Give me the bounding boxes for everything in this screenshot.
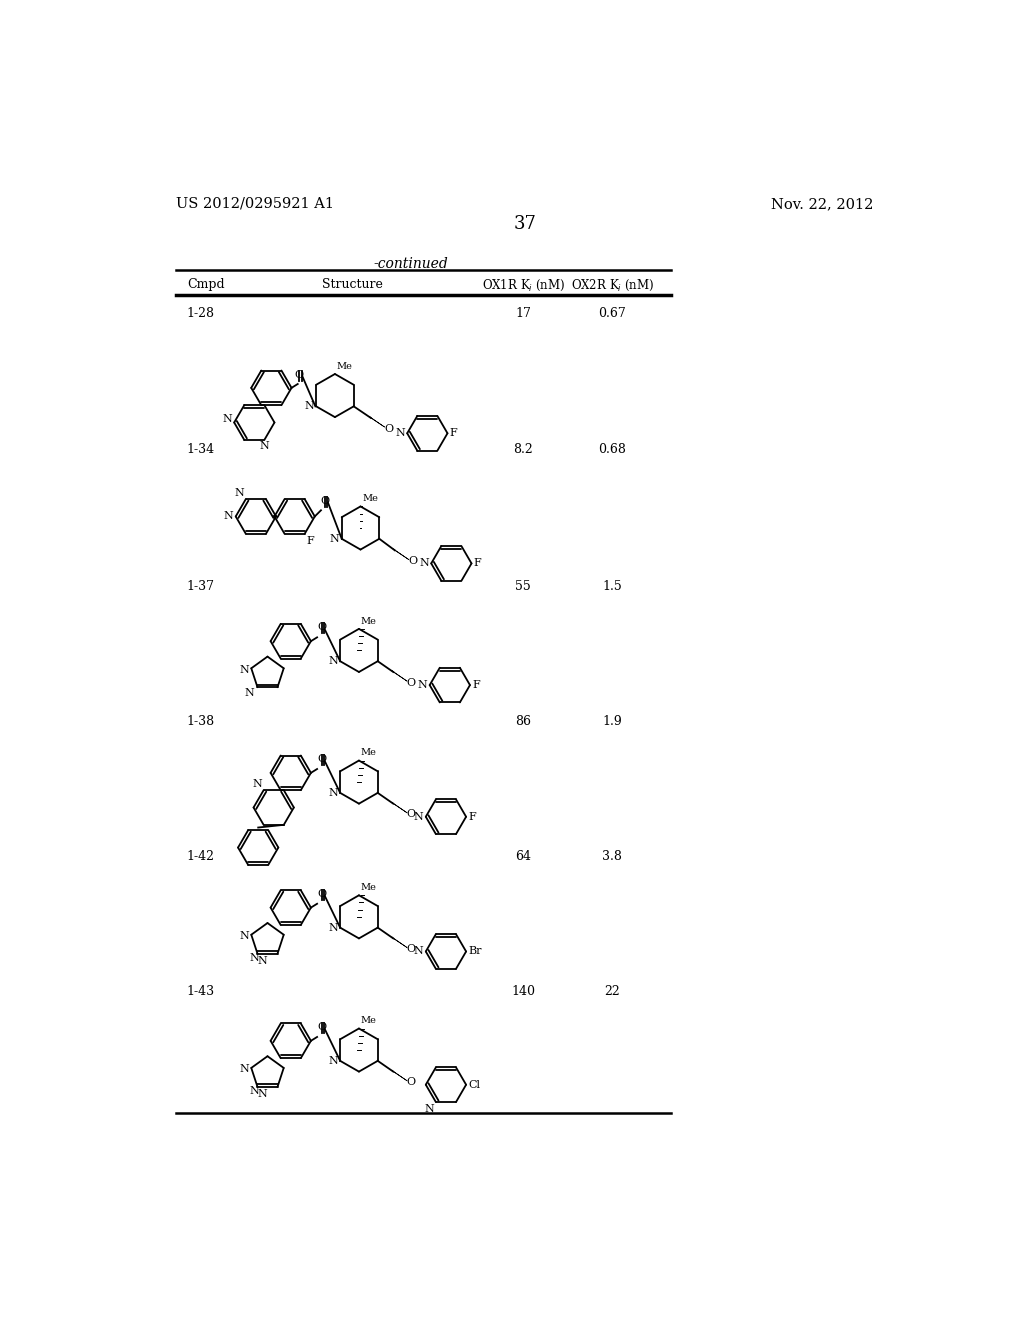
Text: 0.68: 0.68 [598,444,627,457]
Polygon shape [392,937,408,948]
Text: N: N [223,511,233,521]
Text: O: O [317,1022,327,1032]
Text: N: N [250,953,259,964]
Text: Cmpd: Cmpd [187,277,224,290]
Text: OX1R K$_i$ (nM): OX1R K$_i$ (nM) [481,277,565,293]
Text: N: N [419,558,429,569]
Text: 0.67: 0.67 [598,308,627,319]
Text: F: F [468,812,476,822]
Text: 8.2: 8.2 [513,444,534,457]
Text: 1-34: 1-34 [187,444,215,457]
Text: N: N [425,1105,434,1114]
Text: N: N [257,1089,267,1100]
Text: Me: Me [362,495,378,503]
Text: O: O [407,1077,416,1088]
Text: O: O [317,622,327,632]
Text: 1-42: 1-42 [187,850,215,863]
Text: N: N [330,533,339,544]
Text: N: N [395,428,404,438]
Text: F: F [306,536,314,546]
Text: N: N [240,1064,249,1074]
Text: F: F [450,428,458,438]
Text: N: N [414,946,424,957]
Text: Structure: Structure [323,277,383,290]
Polygon shape [392,803,408,813]
Text: 1.9: 1.9 [602,715,623,729]
Text: N: N [414,812,424,822]
Text: O: O [317,888,327,899]
Text: 3.8: 3.8 [602,850,623,863]
Text: 17: 17 [515,308,531,319]
Text: O: O [295,370,304,380]
Text: F: F [474,558,481,569]
Text: Me: Me [360,883,377,892]
Text: N: N [328,1056,338,1065]
Text: 1-28: 1-28 [187,308,215,319]
Text: N: N [222,413,231,424]
Polygon shape [370,416,385,428]
Text: Nov. 22, 2012: Nov. 22, 2012 [771,197,873,211]
Text: N: N [234,487,245,498]
Text: N: N [328,788,338,797]
Text: 37: 37 [513,215,537,232]
Text: 1-37: 1-37 [187,579,215,593]
Text: N: N [328,923,338,933]
Text: N: N [245,688,254,698]
Text: Me: Me [360,748,377,758]
Text: N: N [304,401,313,412]
Text: 1-38: 1-38 [187,715,215,729]
Text: O: O [321,496,330,506]
Text: F: F [472,680,480,690]
Polygon shape [392,671,408,681]
Text: Cl: Cl [468,1080,480,1090]
Text: 1.5: 1.5 [602,579,623,593]
Text: N: N [240,665,249,675]
Text: N: N [257,956,267,966]
Polygon shape [393,549,409,560]
Text: O: O [317,754,327,764]
Text: O: O [407,809,416,820]
Text: N: N [418,680,427,690]
Text: 140: 140 [511,985,536,998]
Text: N: N [240,931,249,941]
Text: 64: 64 [515,850,531,863]
Text: N: N [259,441,269,451]
Text: 55: 55 [515,579,531,593]
Text: OX2R K$_i$ (nM): OX2R K$_i$ (nM) [570,277,654,293]
Text: O: O [407,677,416,688]
Text: Br: Br [468,946,482,957]
Text: O: O [407,944,416,954]
Text: O: O [384,425,393,434]
Text: 86: 86 [515,715,531,729]
Polygon shape [392,1071,408,1081]
Text: O: O [408,556,417,566]
Text: Me: Me [360,616,377,626]
Text: N: N [252,779,262,788]
Text: Me: Me [360,1016,377,1026]
Text: 22: 22 [604,985,621,998]
Text: US 2012/0295921 A1: US 2012/0295921 A1 [176,197,334,211]
Text: N: N [328,656,338,667]
Text: Me: Me [337,362,352,371]
Text: N: N [250,1086,259,1096]
Text: 1-43: 1-43 [187,985,215,998]
Text: -continued: -continued [374,257,449,271]
